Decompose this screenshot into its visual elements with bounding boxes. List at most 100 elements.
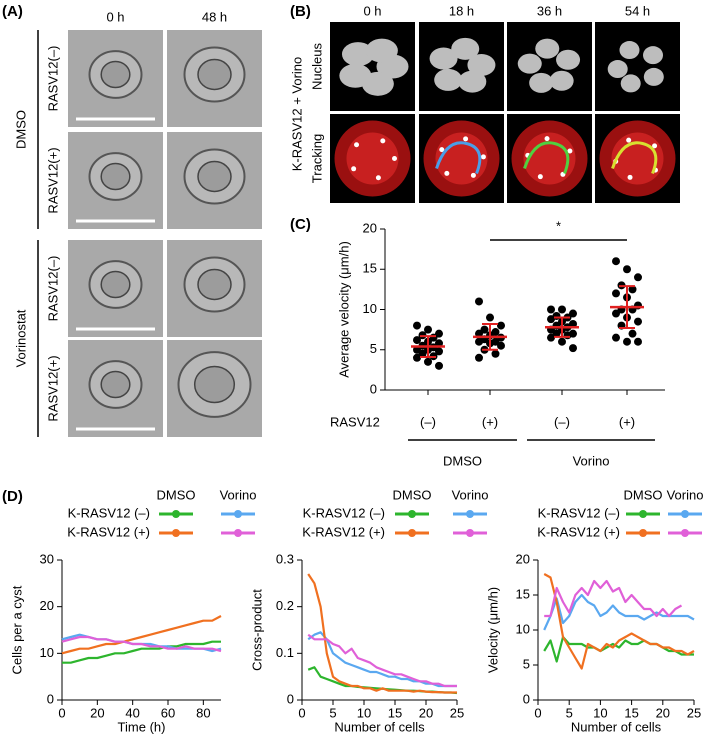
x-tick-label: (+) <box>619 414 635 429</box>
column-header: 0 h <box>106 9 124 24</box>
nucleus <box>529 72 554 93</box>
y-axis-title: Velocity (μm/h) <box>485 587 500 673</box>
series-line <box>544 579 683 618</box>
y-axis-title: Cross-product <box>249 589 264 671</box>
x-tick-label: 20 <box>419 705 433 720</box>
error-bar <box>482 322 498 351</box>
y-tick-label: 20 <box>363 220 377 235</box>
row-label: Nucleus <box>309 43 324 90</box>
track-point <box>627 174 633 180</box>
data-point <box>612 289 620 298</box>
row-label: RASV12(–) <box>45 46 60 112</box>
data-point <box>475 297 483 306</box>
legend-marker <box>681 529 689 537</box>
legend-marker <box>681 510 689 518</box>
nucleus <box>517 53 542 74</box>
error-bar <box>420 335 436 358</box>
data-point <box>552 329 561 338</box>
data-point <box>628 329 637 338</box>
nucleus <box>643 46 664 65</box>
nucleus <box>365 38 398 63</box>
data-point <box>634 273 642 282</box>
x-tick-label: 20 <box>656 705 670 720</box>
nucleus <box>620 74 641 93</box>
legend-header: DMSO <box>393 487 432 502</box>
row-label: RASV12(+) <box>45 355 60 421</box>
x-tick-label: 10 <box>593 705 607 720</box>
legend-label: K-RASV12 (–) <box>538 505 620 520</box>
cell-lumen <box>100 60 131 89</box>
panel-label: (D) <box>2 488 23 505</box>
x-tick-label: 0 <box>298 705 305 720</box>
data-point <box>628 285 637 294</box>
data-point <box>547 333 555 342</box>
data-point <box>435 347 443 356</box>
data-point <box>435 361 443 370</box>
column-header: 0 h <box>363 3 381 18</box>
row-label: RASV12(–) <box>45 256 60 322</box>
x-tick-label: 10 <box>357 705 371 720</box>
y-tick-label: 0.1 <box>276 645 294 660</box>
y-tick-label: 0.2 <box>276 598 294 613</box>
data-point <box>623 337 631 346</box>
track-point <box>652 143 658 149</box>
legend-marker <box>408 510 416 518</box>
legend-marker <box>172 510 180 518</box>
legend-label: K-RASV12 (+) <box>302 524 385 539</box>
data-point <box>435 329 443 338</box>
data-point <box>612 257 620 266</box>
legend-marker <box>172 529 180 537</box>
y-tick-label: 15 <box>516 586 530 601</box>
data-point <box>413 336 421 345</box>
cell-lumen <box>100 370 131 399</box>
data-point <box>413 353 421 362</box>
x-tick-label: (+) <box>482 414 498 429</box>
y-tick-label: 20 <box>40 598 54 613</box>
error-bar <box>619 285 635 330</box>
x-tick-label: 25 <box>450 705 464 720</box>
y-tick-label: 20 <box>516 551 530 566</box>
nucleus <box>467 54 496 77</box>
track-point <box>537 174 543 180</box>
data-point <box>475 337 483 346</box>
series-line <box>61 615 222 655</box>
x-tick-label: 20 <box>90 705 104 720</box>
row-label: RASV12 <box>330 414 380 429</box>
y-tick-label: 0 <box>47 691 54 706</box>
data-point <box>413 321 421 330</box>
error-bar <box>554 316 570 338</box>
series-line <box>307 633 457 688</box>
track <box>611 141 658 175</box>
data-point <box>563 331 572 340</box>
track-point <box>480 154 486 160</box>
y-tick-label: 30 <box>40 551 54 566</box>
cell-lumen <box>193 365 236 404</box>
track-point <box>544 136 550 142</box>
data-point <box>634 317 642 326</box>
legend-header: Vorino <box>452 487 489 502</box>
y-tick-label: 10 <box>363 301 377 316</box>
x-axis-title: Number of cells <box>571 719 662 734</box>
track-point <box>567 148 573 154</box>
x-tick-label: 5 <box>566 705 573 720</box>
condition-label: K-RASV12 + Vorino <box>289 57 304 172</box>
x-tick-label: 25 <box>687 705 701 720</box>
legend-marker <box>466 529 474 537</box>
legend-marker <box>234 510 242 518</box>
series-line <box>61 635 222 653</box>
column-header: 18 h <box>449 3 474 18</box>
track-point <box>470 172 476 178</box>
data-point <box>569 344 577 353</box>
data-point <box>547 305 555 314</box>
group-label: Vorino <box>573 453 610 468</box>
data-point <box>558 305 566 314</box>
cell-lumen <box>100 162 131 191</box>
legend-header: Vorino <box>220 487 257 502</box>
data-point <box>569 309 577 318</box>
y-tick-label: 5 <box>523 656 530 671</box>
x-tick-label: (–) <box>554 414 570 429</box>
x-tick-label: 80 <box>196 705 210 720</box>
nucleus <box>458 70 487 93</box>
track <box>523 141 570 175</box>
group-label: Vorinostat <box>13 309 28 367</box>
